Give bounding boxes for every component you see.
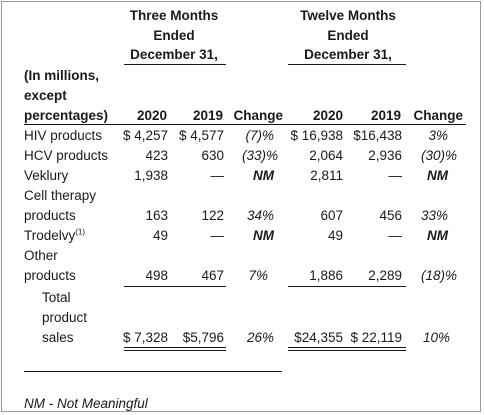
cell-trodelvy-q-change: NM xyxy=(253,228,274,243)
cell-hiv-q-change: (7)% xyxy=(245,128,274,143)
cell-hcv-q-change: (33)% xyxy=(241,148,278,163)
cell-cell-therapy-q2020: 163 xyxy=(145,208,168,223)
column-header-rule xyxy=(24,124,466,125)
three-months-subtotal-rule xyxy=(124,286,226,287)
row-label-header-line-1: (In millions, xyxy=(24,68,100,83)
cell-trodelvy-q2019: — xyxy=(210,228,225,243)
cell-veklury-y2020: 2,811 xyxy=(310,168,343,183)
cell-veklury-y2019: — xyxy=(388,168,403,183)
cell-other-y-change: (18)% xyxy=(420,268,457,283)
three-months-header-line-2: Ended xyxy=(153,28,195,43)
cell-total-q-change: 26% xyxy=(246,330,274,345)
trodelvy-label-text: Trodelvy xyxy=(24,228,76,243)
cell-total-y2020: $24,355 xyxy=(294,330,343,345)
footnote-text: NM - Not Meaningful xyxy=(24,396,148,411)
cell-other-y2020: 1,886 xyxy=(309,268,343,283)
cell-other-y2019: 2,289 xyxy=(368,268,402,283)
row-label-header-line-2: except xyxy=(24,88,67,103)
cell-cell-therapy-q2019: 122 xyxy=(201,208,224,223)
row-label-trodelvy: Trodelvy(1) xyxy=(24,227,85,244)
cell-cell-therapy-y2019: 456 xyxy=(379,208,402,223)
twelve-months-header-line-1: Twelve Months xyxy=(300,8,396,23)
column-header-y2019: 2019 xyxy=(370,108,401,123)
cell-hiv-y2020: $ 16,938 xyxy=(290,128,343,143)
cell-cell-therapy-y-change: 33% xyxy=(420,208,448,223)
row-label-veklury: Veklury xyxy=(24,168,69,183)
three-months-header-line-1: Three Months xyxy=(129,8,219,23)
column-header-q-change: Change xyxy=(233,108,283,123)
cell-other-q2019: 467 xyxy=(201,268,224,283)
cell-total-y2019: $ 22,119 xyxy=(350,330,402,345)
row-label-header-line-3: percentages) xyxy=(24,108,109,123)
row-label-hiv-products: HIV products xyxy=(24,128,103,143)
row-label-hcv-products: HCV products xyxy=(24,148,109,163)
cell-total-q2020: $ 7,328 xyxy=(122,330,168,345)
column-header-q2020: 2020 xyxy=(136,108,167,123)
total-label-line-2: product xyxy=(42,310,88,325)
cell-hcv-q2020: 423 xyxy=(145,148,168,163)
twelve-months-header-rule xyxy=(288,64,406,65)
cell-hiv-y-change: 3% xyxy=(428,128,448,143)
cell-veklury-q2019: — xyxy=(210,168,225,183)
twelve-months-header-line-3: December 31, xyxy=(304,47,392,62)
cell-trodelvy-y2019: — xyxy=(388,228,403,243)
twelve-months-header-line-2: Ended xyxy=(327,28,369,43)
column-header-q2019: 2019 xyxy=(192,108,223,123)
cell-trodelvy-q2020: 49 xyxy=(152,228,168,243)
cell-other-q2020: 498 xyxy=(145,268,168,283)
cell-hcv-y-change: (30)% xyxy=(420,148,457,163)
cell-total-y-change: 10% xyxy=(422,330,450,345)
total-label-line-1: Total xyxy=(42,290,71,305)
cell-hiv-q2019: $ 4,577 xyxy=(178,128,224,143)
cell-hcv-y2019: 2,936 xyxy=(368,148,402,163)
cell-veklury-y-change: NM xyxy=(427,168,448,183)
three-months-total-double-rule xyxy=(124,347,226,351)
cell-other-q-change: 7% xyxy=(248,268,268,283)
row-label-cell-therapy-line-2: products xyxy=(24,208,76,223)
column-header-y-change: Change xyxy=(413,108,463,123)
cell-hiv-q2020: $ 4,257 xyxy=(122,128,168,143)
cell-hcv-y2020: 2,064 xyxy=(309,148,343,163)
cell-hiv-y2019: $16,438 xyxy=(353,128,402,143)
cell-veklury-q-change: NM xyxy=(253,168,274,183)
cell-cell-therapy-q-change: 34% xyxy=(246,208,274,223)
cell-trodelvy-y2020: 49 xyxy=(327,228,343,243)
three-months-header-line-3: December 31, xyxy=(130,47,218,62)
cell-hcv-q2019: 630 xyxy=(201,148,224,163)
three-months-header-rule xyxy=(124,64,226,65)
column-header-y2020: 2020 xyxy=(312,108,343,123)
twelve-months-subtotal-rule xyxy=(288,286,406,287)
twelve-months-total-double-rule xyxy=(288,347,406,351)
cell-trodelvy-y-change: NM xyxy=(427,228,448,243)
cell-total-q2019: $5,796 xyxy=(182,330,224,345)
row-label-cell-therapy-line-1: Cell therapy xyxy=(24,188,97,203)
footnote-rule xyxy=(24,371,282,372)
total-label-line-3: sales xyxy=(42,330,74,345)
cell-cell-therapy-y2020: 607 xyxy=(320,208,343,223)
cell-veklury-q2020: 1,938 xyxy=(134,168,168,183)
row-label-other-products-line-2: products xyxy=(24,268,76,283)
row-label-other-products-line-1: Other xyxy=(24,248,58,263)
trodelvy-footnote-marker: (1) xyxy=(75,227,86,237)
